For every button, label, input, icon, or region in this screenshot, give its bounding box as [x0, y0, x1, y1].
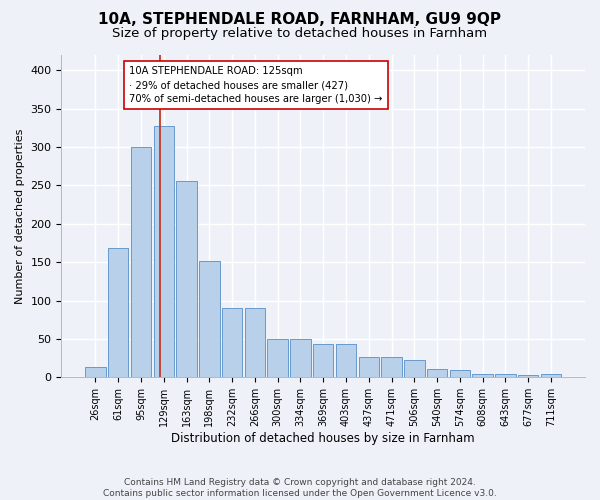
Bar [472, 374, 493, 378]
Bar [427, 369, 448, 378]
Bar [404, 360, 425, 378]
Bar [131, 147, 151, 378]
Bar [381, 356, 402, 378]
Text: 10A, STEPHENDALE ROAD, FARNHAM, GU9 9QP: 10A, STEPHENDALE ROAD, FARNHAM, GU9 9QP [98, 12, 502, 28]
Bar [154, 126, 174, 378]
Bar [359, 356, 379, 378]
Text: 10A STEPHENDALE ROAD: 125sqm
· 29% of detached houses are smaller (427)
70% of s: 10A STEPHENDALE ROAD: 125sqm · 29% of de… [130, 66, 383, 104]
Bar [518, 375, 538, 378]
Text: Contains HM Land Registry data © Crown copyright and database right 2024.
Contai: Contains HM Land Registry data © Crown c… [103, 478, 497, 498]
Bar [290, 339, 311, 378]
Bar [245, 308, 265, 378]
Bar [85, 366, 106, 378]
X-axis label: Distribution of detached houses by size in Farnham: Distribution of detached houses by size … [172, 432, 475, 445]
Bar [108, 248, 128, 378]
Bar [449, 370, 470, 378]
Bar [222, 308, 242, 378]
Bar [495, 374, 515, 378]
Text: Size of property relative to detached houses in Farnham: Size of property relative to detached ho… [112, 28, 488, 40]
Y-axis label: Number of detached properties: Number of detached properties [15, 128, 25, 304]
Bar [313, 344, 334, 378]
Bar [541, 374, 561, 378]
Bar [176, 181, 197, 378]
Bar [336, 344, 356, 378]
Bar [199, 260, 220, 378]
Bar [268, 339, 288, 378]
